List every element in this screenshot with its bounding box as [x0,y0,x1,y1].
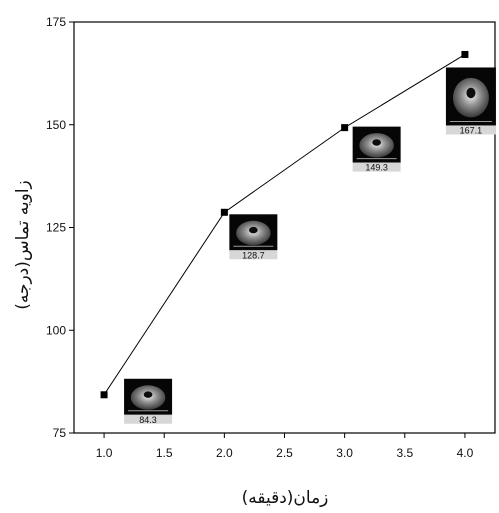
data-point-marker [220,208,228,216]
droplet-inset: 167.1 [445,67,496,135]
y-axis-title: زاویه تماس(درجه) [13,180,33,310]
data-point-marker [461,50,469,58]
x-tick-label: 1.0 [96,446,113,460]
caption-band [352,162,401,172]
y-tick-label: 100 [46,323,66,337]
caption-band [445,125,496,135]
data-point-marker [341,124,349,132]
data-label: 84.3 [139,415,157,425]
caption-band [229,250,278,260]
data-point-marker [100,391,108,399]
droplet-inset: 84.3 [124,378,173,425]
y-tick-label: 150 [46,118,66,132]
data-label: 167.1 [460,125,483,135]
droplet-highlight [249,226,258,234]
y-tick-label: 125 [46,221,66,235]
droplet-highlight [143,391,153,398]
droplet-highlight [466,87,476,99]
y-tick-label: 175 [46,15,66,29]
series-line [103,54,466,396]
x-tick-label: 1.5 [156,446,173,460]
x-tick-label: 2.5 [276,446,293,460]
plot-frame [73,21,496,434]
droplet-inset: 128.7 [229,214,278,260]
x-tick-label: 4.0 [457,446,474,460]
x-tick-label: 3.0 [336,446,353,460]
x-tick-label: 2.0 [216,446,233,460]
x-tick-label: 3.5 [396,446,413,460]
caption-band [124,414,173,424]
y-tick-label: 75 [53,426,67,440]
data-label: 149.3 [365,163,388,173]
x-axis-title: زمان(دقیقه) [242,488,329,508]
data-label: 128.7 [242,250,265,260]
droplet-inset: 149.3 [352,126,401,173]
droplet-highlight [372,139,381,146]
